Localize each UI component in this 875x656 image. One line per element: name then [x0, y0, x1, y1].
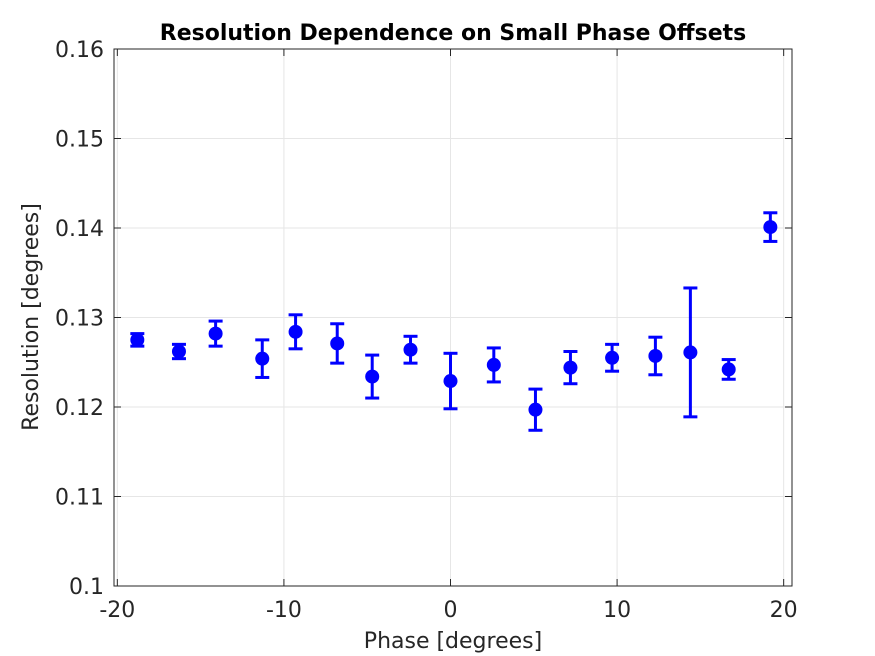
- x-tick-label: 0: [444, 598, 458, 623]
- data-point: [255, 338, 270, 379]
- data-point: [130, 332, 145, 348]
- data-point: [486, 346, 501, 384]
- data-point: [443, 351, 458, 411]
- y-axis-title: Resolution [degrees]: [19, 203, 44, 431]
- point-marker: [365, 369, 380, 384]
- tick-labels: -20 -10 0 10 20 0.1 0.11 0.12 0.13 0.14 0.15 0.16: [55, 38, 798, 623]
- point-marker: [763, 220, 778, 235]
- point-marker: [443, 374, 458, 389]
- point-marker: [528, 402, 543, 417]
- point-marker: [486, 357, 501, 372]
- point-marker: [330, 336, 345, 351]
- data-point: [648, 335, 663, 377]
- x-tick-label: 10: [603, 598, 631, 623]
- data-point: [528, 387, 543, 432]
- y-tick-label: 0.15: [55, 128, 104, 153]
- x-tick-label: -10: [266, 598, 302, 623]
- data-point: [365, 353, 380, 400]
- point-marker: [683, 345, 698, 360]
- data-point: [763, 211, 778, 243]
- point-marker: [721, 362, 736, 377]
- y-tick-label: 0.13: [55, 307, 104, 332]
- point-marker: [255, 351, 270, 366]
- data-point: [563, 350, 578, 386]
- y-tick-label: 0.12: [55, 396, 104, 421]
- point-marker: [288, 324, 303, 339]
- point-marker: [563, 360, 578, 375]
- data-point: [721, 358, 736, 381]
- data-point: [288, 313, 303, 351]
- ticks: [114, 48, 792, 587]
- data-point: [683, 286, 698, 419]
- point-marker: [403, 342, 418, 357]
- data-point: [403, 334, 418, 365]
- point-marker: [605, 350, 620, 365]
- data-point: [171, 342, 186, 361]
- grid: [114, 48, 792, 587]
- point-marker: [171, 344, 186, 359]
- point-marker: [208, 326, 223, 341]
- y-tick-label: 0.11: [55, 486, 104, 511]
- y-tick-label: 0.16: [55, 38, 104, 63]
- point-marker: [648, 348, 663, 363]
- data-point: [605, 342, 620, 373]
- chart-title: Resolution Dependence on Small Phase Off…: [160, 21, 746, 46]
- x-tick-label: 20: [770, 598, 798, 623]
- data-point: [208, 319, 223, 348]
- data-point: [330, 322, 345, 365]
- y-tick-label: 0.1: [69, 575, 104, 600]
- x-tick-label: -20: [99, 598, 135, 623]
- data-marks: [130, 211, 778, 432]
- y-tick-label: 0.14: [55, 217, 104, 242]
- point-marker: [130, 332, 145, 347]
- x-axis-title: Phase [degrees]: [364, 629, 542, 654]
